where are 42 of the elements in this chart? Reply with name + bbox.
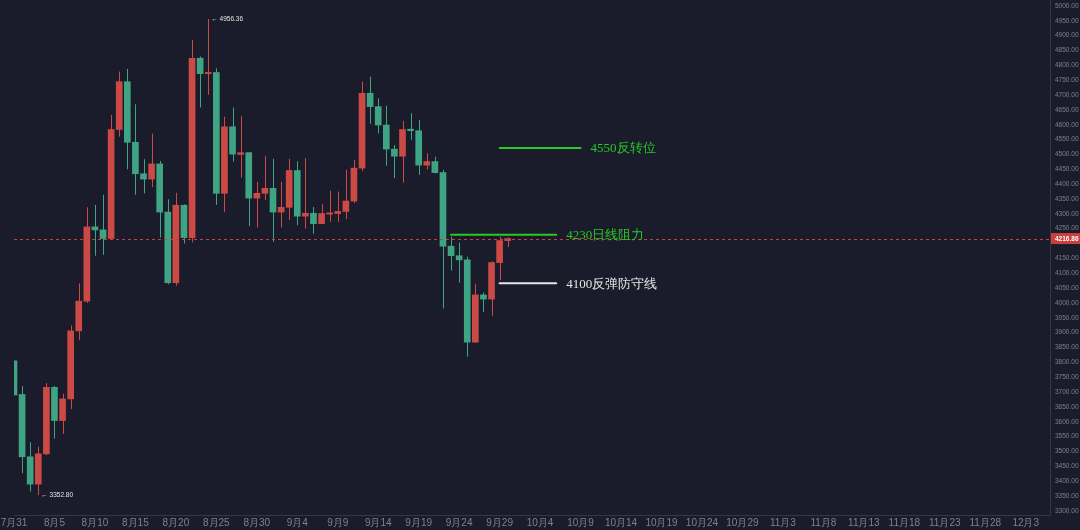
x-tick-label: 10月4 — [526, 516, 554, 528]
candlestick — [237, 115, 244, 179]
candlestick — [148, 133, 155, 188]
candlestick — [253, 181, 261, 228]
x-tick-label: 10月24 — [685, 516, 719, 528]
candlestick — [196, 55, 204, 109]
candlestick — [59, 393, 66, 435]
x-tick-label: 10月29 — [726, 516, 759, 528]
x-tick-label: 8月30 — [243, 516, 271, 528]
candlestick — [261, 155, 269, 201]
x-tick-label: 9月4 — [286, 516, 309, 528]
x-tick-label: 11月3 — [769, 516, 797, 528]
x-tick-label: 9月24 — [445, 516, 473, 528]
series-label: 4550反转位 — [590, 140, 656, 156]
candlestick — [391, 144, 398, 179]
x-tick-label: 8月5 — [43, 516, 66, 528]
x-tick-label: 8月15 — [122, 516, 150, 528]
x-tick-label: 9月9 — [327, 516, 349, 528]
candlestick — [302, 157, 309, 230]
x-tick-label: 9月29 — [486, 516, 514, 528]
x-tick-label: 12月3 — [1012, 516, 1040, 528]
x-tick-label: 11月28 — [969, 516, 1002, 528]
x-tick-label: 8月20 — [162, 516, 190, 528]
x-tick-label: 11月23 — [929, 516, 961, 528]
x-tick-label: 11月13 — [848, 516, 881, 528]
x-tick-label: 7月31 — [0, 516, 28, 528]
candlestick — [374, 97, 382, 134]
x-tick-label: 11月18 — [888, 516, 921, 528]
candlestick — [455, 242, 463, 284]
x-tick-label: 8月25 — [203, 516, 231, 528]
x-tick-label: 11月8 — [810, 516, 837, 528]
series-label: 4100反弹防守线 — [566, 275, 658, 291]
x-tick-label: 8月10 — [81, 516, 109, 528]
series-label: 4230日线阻力 — [566, 227, 645, 243]
x-tick-label: 10月14 — [604, 516, 638, 528]
candlestick — [204, 18, 212, 96]
candlestick — [310, 206, 317, 235]
candlestick — [366, 76, 374, 125]
x-tick-label: 10月19 — [645, 516, 679, 528]
x-tick-label: 9月19 — [405, 516, 433, 528]
x-tick-label: 10月9 — [567, 516, 595, 528]
x-tick-label: 9月14 — [364, 516, 392, 528]
